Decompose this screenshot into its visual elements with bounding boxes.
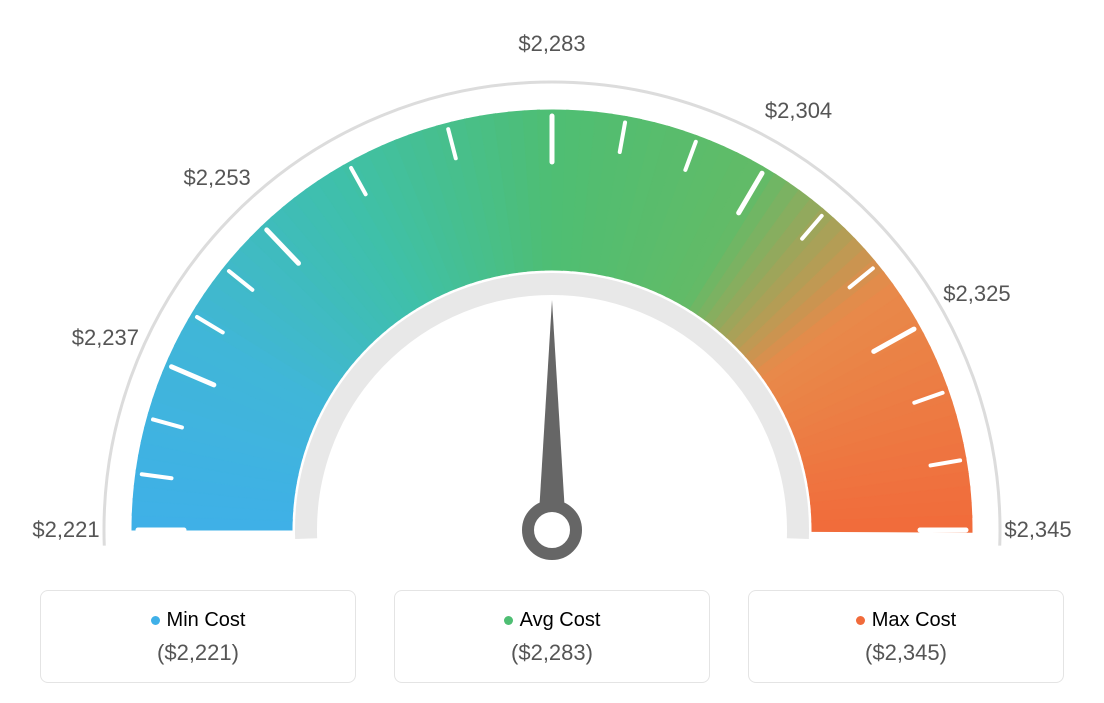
- min-cost-value: ($2,221): [61, 640, 335, 666]
- min-cost-title: Min Cost: [61, 609, 335, 632]
- gauge-svg: [20, 20, 1084, 580]
- avg-cost-value: ($2,283): [415, 640, 689, 666]
- gauge-tick-label: $2,325: [943, 281, 1010, 307]
- max-cost-card: Max Cost ($2,345): [748, 590, 1064, 683]
- gauge-tick-label: $2,237: [72, 325, 139, 351]
- max-cost-value: ($2,345): [769, 640, 1043, 666]
- cost-gauge: $2,221 $2,237 $2,253 $2,283 $2,304 $2,325 $2,3…: [20, 20, 1084, 580]
- gauge-tick-label: $2,253: [184, 165, 251, 191]
- gauge-tick-label: $2,304: [765, 98, 832, 124]
- avg-cost-title: Avg Cost: [415, 609, 689, 632]
- avg-cost-label: Avg Cost: [520, 609, 601, 631]
- legend-cards: Min Cost ($2,221) Avg Cost ($2,283) Max …: [40, 590, 1064, 683]
- gauge-tick-label: $2,345: [1004, 517, 1071, 543]
- max-cost-label: Max Cost: [872, 609, 956, 631]
- min-cost-card: Min Cost ($2,221): [40, 590, 356, 683]
- max-cost-title: Max Cost: [769, 609, 1043, 632]
- max-dot-icon: [856, 616, 865, 625]
- avg-dot-icon: [504, 616, 513, 625]
- min-dot-icon: [151, 616, 160, 625]
- min-cost-label: Min Cost: [167, 609, 246, 631]
- gauge-tick-label: $2,221: [32, 517, 99, 543]
- avg-cost-card: Avg Cost ($2,283): [394, 590, 710, 683]
- gauge-tick-label: $2,283: [518, 31, 585, 57]
